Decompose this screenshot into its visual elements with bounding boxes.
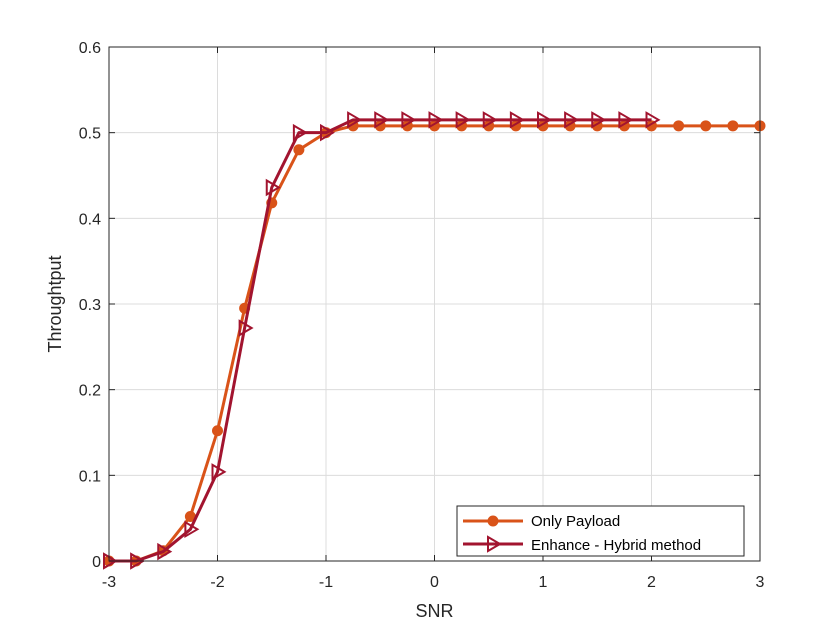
data-point [591, 111, 607, 129]
data-point [645, 111, 661, 129]
series-enhance-hybrid [103, 111, 661, 570]
x-tick-label: -3 [102, 574, 116, 591]
data-point [238, 319, 254, 337]
y-tick-label: 0.4 [79, 211, 101, 228]
y-tick-label: 0 [92, 554, 101, 571]
x-tick-label: 0 [430, 574, 439, 591]
x-tick-label: -1 [319, 574, 333, 591]
y-axis-title: Throughtput [45, 255, 65, 352]
data-point [401, 111, 417, 129]
y-tick-label: 0.6 [79, 40, 101, 57]
legend-marker-enhance-hybrid [487, 535, 502, 553]
data-point [211, 463, 227, 481]
data-point [212, 425, 223, 437]
data-point [265, 178, 281, 197]
x-tick-label: -2 [210, 574, 224, 591]
data-point [564, 111, 580, 129]
legend-label-enhance-hybrid: Enhance - Hybrid method [531, 537, 701, 554]
data-point [482, 111, 498, 129]
data-point [428, 111, 444, 129]
data-point [184, 520, 200, 539]
data-point [103, 552, 118, 570]
data-point [292, 123, 308, 142]
data-point [347, 111, 363, 129]
legend-box [456, 505, 745, 557]
y-tick-label: 0.3 [79, 297, 101, 314]
data-point [618, 111, 634, 129]
x-axis-title: SNR [415, 601, 453, 621]
x-tick-label: 2 [647, 574, 656, 591]
data-point [157, 542, 173, 561]
data-point [509, 111, 525, 129]
x-tick-label: 3 [756, 574, 765, 591]
data-point [727, 120, 739, 132]
data-point [320, 123, 335, 142]
data-point [293, 144, 305, 156]
legend-marker-only-payload [487, 515, 499, 527]
y-tick-label: 0.2 [79, 383, 101, 400]
y-tick-label: 0.1 [79, 468, 101, 485]
data-point [537, 111, 552, 129]
legend-label-only-payload: Only Payload [531, 513, 620, 530]
data-point [374, 111, 390, 129]
y-tick-label: 0.5 [79, 126, 101, 143]
series-line [109, 118, 652, 563]
ticks: -3 -2 -1 0 1 2 3 0 0.1 0.2 0.3 0.4 0.5 0.6 [79, 40, 765, 591]
legend: Only Payload Enhance - Hybrid method [456, 505, 745, 557]
x-tick-label: 1 [539, 574, 548, 591]
data-point [700, 120, 712, 132]
data-point [455, 111, 471, 129]
data-point [673, 120, 685, 132]
